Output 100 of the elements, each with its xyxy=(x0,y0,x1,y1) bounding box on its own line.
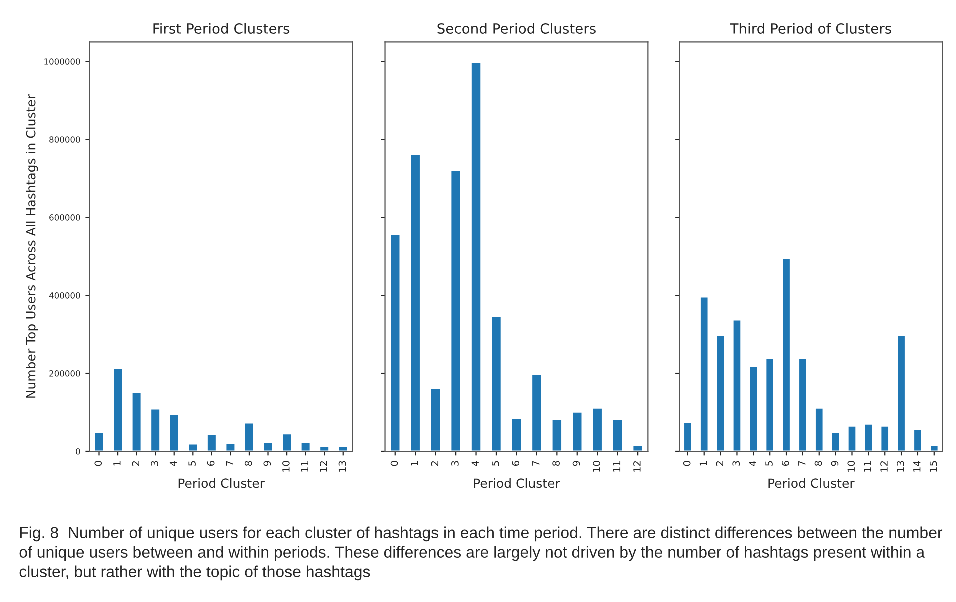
x-tick-label: 11 xyxy=(864,461,872,472)
x-tick-label: 1 xyxy=(114,461,121,466)
x-tick-label: 12 xyxy=(320,462,328,472)
x-tick-label: 6 xyxy=(782,461,790,466)
bar xyxy=(683,422,693,452)
bar xyxy=(572,411,584,452)
bar xyxy=(206,434,218,452)
x-tick-label: 7 xyxy=(532,461,540,466)
chart-title: Second Period Clusters xyxy=(438,23,596,34)
y-axis-title: Number Top Users Across All Hashtags in Cluster xyxy=(26,94,38,398)
x-tick-label: 13 xyxy=(338,461,346,472)
bar xyxy=(896,334,906,452)
x-tick-label: 12 xyxy=(634,462,641,472)
bar xyxy=(300,442,312,452)
x-tick-label: 7 xyxy=(798,461,806,466)
bar xyxy=(168,414,180,452)
x-tick-label: 3 xyxy=(151,461,158,466)
x-tick-label: 1 xyxy=(700,461,708,466)
bar xyxy=(765,358,775,452)
caption: Fig. 8 Number of unique users for each cluster of hashtags in each time period. There are distinct differences between the number of unique users between and within periods. These differences are largely not driven by the number of hashtags present within a cluster, but rather with the topic of those hashtags xyxy=(20,526,943,581)
x-tick-label: 0 xyxy=(390,461,398,466)
bar xyxy=(913,428,923,452)
x-tick-label: 12 xyxy=(880,462,888,472)
bar xyxy=(798,358,808,452)
bar xyxy=(716,334,726,452)
x-tick-label: 2 xyxy=(716,462,724,466)
bar xyxy=(782,258,792,452)
x-tick-label: 15 xyxy=(930,461,938,472)
y-tick-label: 200000 xyxy=(50,370,80,377)
bar xyxy=(510,418,522,452)
bar xyxy=(490,316,502,452)
bar xyxy=(847,425,858,452)
bar xyxy=(188,443,199,452)
x-tick-label: 13 xyxy=(897,461,904,472)
x-tick-label: 4 xyxy=(749,461,756,466)
bar xyxy=(880,425,890,452)
bar xyxy=(531,374,543,452)
bar xyxy=(319,446,330,452)
bar xyxy=(150,408,161,452)
chart-title: First Period Clusters xyxy=(154,23,290,34)
x-tick-label: 9 xyxy=(831,461,839,466)
bar xyxy=(700,296,710,452)
chart-title: Third Period of Clusters xyxy=(730,23,892,34)
y-tick-label: 0 xyxy=(76,448,80,455)
x-tick-label: 2 xyxy=(431,462,439,466)
x-tick-label: 5 xyxy=(492,461,500,466)
x-tick-label: 6 xyxy=(207,461,215,466)
x-tick-label: 7 xyxy=(226,461,234,466)
x-tick-label: 3 xyxy=(452,461,459,466)
y-tick-label: 800000 xyxy=(50,136,80,143)
x-tick-label: 3 xyxy=(732,461,740,466)
x-axis-title: Period Cluster xyxy=(474,478,560,488)
bar xyxy=(551,418,563,452)
x-tick-label: 11 xyxy=(613,461,621,472)
y-tick-label: 600000 xyxy=(50,214,80,221)
bar xyxy=(592,408,604,452)
bar xyxy=(94,432,105,452)
bar xyxy=(410,154,422,452)
x-tick-label: 6 xyxy=(512,461,520,466)
bar xyxy=(262,442,274,452)
x-tick-label: 5 xyxy=(766,461,773,466)
x-tick-label: 0 xyxy=(94,461,102,466)
x-tick-label: 11 xyxy=(301,461,308,472)
x-tick-label: 2 xyxy=(132,462,140,466)
x-tick-label: 8 xyxy=(244,461,252,466)
bar xyxy=(390,234,402,452)
x-axis-title: Period Cluster xyxy=(178,478,265,488)
bar xyxy=(748,366,758,452)
x-tick-label: 9 xyxy=(572,461,580,466)
bar xyxy=(831,432,841,452)
bar xyxy=(612,418,624,452)
bar xyxy=(112,368,124,452)
x-axis-title: Period Cluster xyxy=(768,478,855,488)
x-tick-label: 8 xyxy=(814,461,822,466)
y-tick-label: 1000000 xyxy=(44,58,80,65)
bar xyxy=(131,392,142,452)
x-tick-label: 1 xyxy=(411,461,418,466)
bar xyxy=(732,319,742,452)
x-tick-label: 0 xyxy=(683,461,691,466)
bar xyxy=(430,388,442,452)
y-tick-label: 400000 xyxy=(49,292,80,299)
bar xyxy=(225,443,236,452)
x-tick-label: 10 xyxy=(848,461,856,472)
x-tick-label: 10 xyxy=(593,461,600,472)
bar xyxy=(864,424,874,452)
bar xyxy=(244,422,255,452)
x-tick-label: 4 xyxy=(170,461,178,466)
x-tick-label: 10 xyxy=(282,461,290,472)
x-tick-label: 9 xyxy=(264,461,272,466)
bar xyxy=(814,408,824,452)
x-tick-label: 8 xyxy=(552,461,560,466)
bar xyxy=(930,444,940,452)
bar xyxy=(470,62,482,452)
x-tick-label: 14 xyxy=(914,461,921,472)
x-tick-label: 4 xyxy=(472,461,479,466)
bar xyxy=(632,444,644,452)
bar xyxy=(282,433,292,452)
x-tick-label: 5 xyxy=(188,461,196,466)
bar xyxy=(450,170,462,452)
bar xyxy=(338,446,349,452)
